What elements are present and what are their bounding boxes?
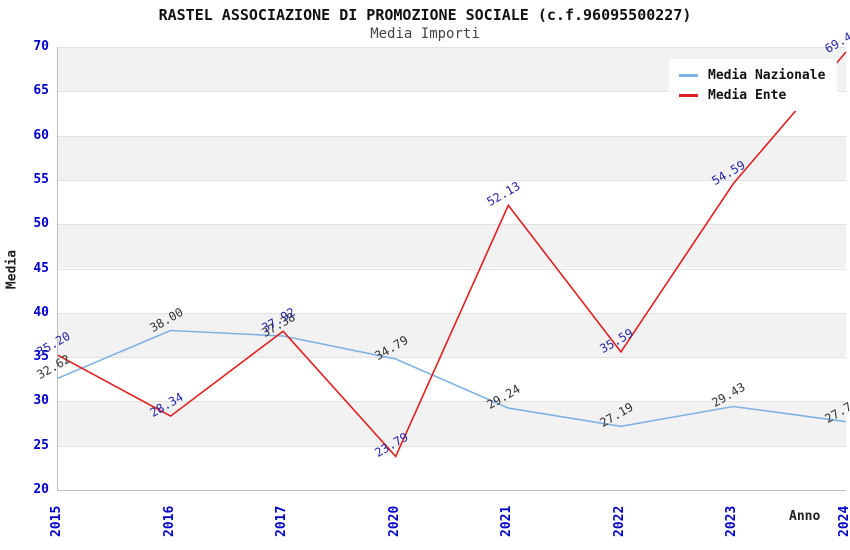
- plot-band: [58, 179, 846, 225]
- y-axis-title: Media: [4, 249, 20, 290]
- y-tick-label: 50: [33, 216, 49, 232]
- gridline: [58, 312, 846, 314]
- gridline: [58, 401, 846, 403]
- gridline: [58, 357, 846, 359]
- legend-swatch-media-ente-icon: [679, 93, 698, 97]
- plot-band: [58, 268, 846, 313]
- plot-band: [58, 135, 846, 180]
- plot-band: [58, 312, 846, 358]
- legend-item: Media Ente: [679, 85, 825, 105]
- legend-swatch-media-nazionale-icon: [679, 73, 698, 77]
- x-tick-label: 2021: [499, 505, 515, 537]
- chart-title: RASTEL ASSOCIAZIONE DI PROMOZIONE SOCIAL…: [158, 6, 692, 24]
- x-tick-label: 2022: [611, 505, 627, 537]
- y-tick-label: 65: [33, 83, 49, 99]
- gridline: [58, 445, 846, 447]
- gridline: [58, 47, 846, 48]
- x-tick-label: 2015: [49, 505, 64, 537]
- y-tick-label: 40: [33, 304, 49, 320]
- legend-label: Media Nazionale: [708, 67, 826, 83]
- gridline: [58, 268, 846, 270]
- x-tick-label: 2020: [386, 505, 402, 537]
- y-tick-label: 55: [33, 171, 49, 187]
- gridline: [58, 224, 846, 226]
- x-tick-label: 2016: [161, 505, 177, 537]
- x-tick-label: 2024: [837, 505, 850, 537]
- y-tick-label: 35: [33, 349, 49, 365]
- plot-band: [58, 357, 846, 402]
- y-tick-label: 70: [33, 39, 49, 54]
- chart-subtitle: Media Importi: [370, 26, 480, 42]
- y-tick-label: 45: [33, 260, 49, 276]
- plot-band: [58, 224, 846, 269]
- series-lines: [57, 51, 847, 458]
- legend: Media Nazionale Media Ente: [669, 59, 838, 111]
- plot-band: [58, 401, 846, 446]
- gridline: [58, 135, 846, 137]
- x-tick-label: 2023: [724, 505, 740, 537]
- y-tick-label: 25: [33, 437, 49, 453]
- x-axis-title: Anno: [789, 509, 821, 524]
- legend-item: Media Nazionale: [679, 65, 825, 85]
- x-tick-label: 2017: [274, 505, 290, 537]
- legend-label: Media Ente: [708, 87, 787, 103]
- plot-area: [57, 47, 847, 491]
- series-line-media-ente: [57, 51, 847, 458]
- gridline: [58, 91, 846, 93]
- y-tick-label: 20: [33, 482, 49, 497]
- gridline: [58, 179, 846, 181]
- series-line-media-nazionale: [57, 329, 847, 428]
- plot-band: [58, 445, 846, 490]
- y-tick-label: 60: [33, 127, 49, 143]
- y-tick-label: 30: [33, 393, 49, 409]
